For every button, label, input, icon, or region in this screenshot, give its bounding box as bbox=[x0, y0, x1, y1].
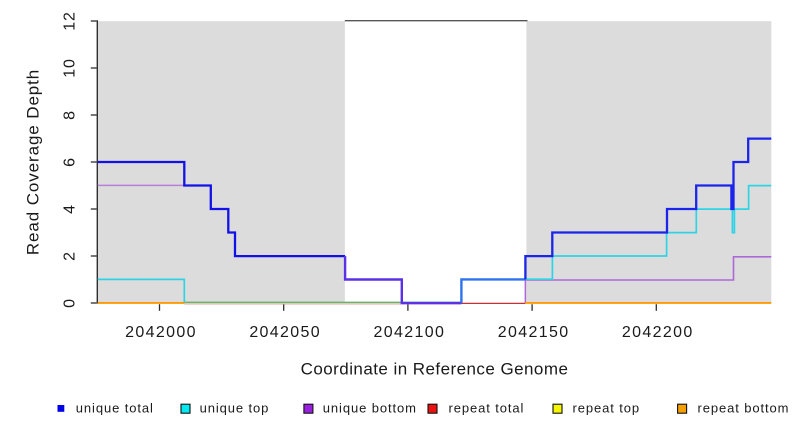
svg-text:6: 6 bbox=[62, 157, 79, 167]
svg-text:repeat total: repeat total bbox=[449, 400, 525, 415]
svg-text:2042200: 2042200 bbox=[622, 324, 694, 341]
svg-text:Read Coverage Depth: Read Coverage Depth bbox=[24, 69, 43, 255]
svg-text:12: 12 bbox=[62, 11, 79, 31]
svg-text:Coordinate in Reference Genome: Coordinate in Reference Genome bbox=[301, 360, 569, 379]
svg-text:2042150: 2042150 bbox=[498, 324, 570, 341]
svg-text:2042100: 2042100 bbox=[374, 324, 446, 341]
svg-text:4: 4 bbox=[62, 204, 79, 214]
svg-text:2: 2 bbox=[62, 251, 79, 261]
svg-text:repeat top: repeat top bbox=[573, 400, 641, 415]
svg-text:10: 10 bbox=[62, 58, 79, 78]
svg-text:2042000: 2042000 bbox=[125, 324, 197, 341]
svg-text:0: 0 bbox=[62, 298, 79, 308]
svg-text:repeat bottom: repeat bottom bbox=[698, 400, 790, 415]
svg-text:8: 8 bbox=[62, 110, 79, 120]
svg-text:unique bottom: unique bottom bbox=[323, 400, 417, 415]
svg-text:unique total: unique total bbox=[76, 400, 154, 415]
svg-text:unique top: unique top bbox=[200, 400, 270, 415]
svg-text:2042050: 2042050 bbox=[249, 324, 321, 341]
